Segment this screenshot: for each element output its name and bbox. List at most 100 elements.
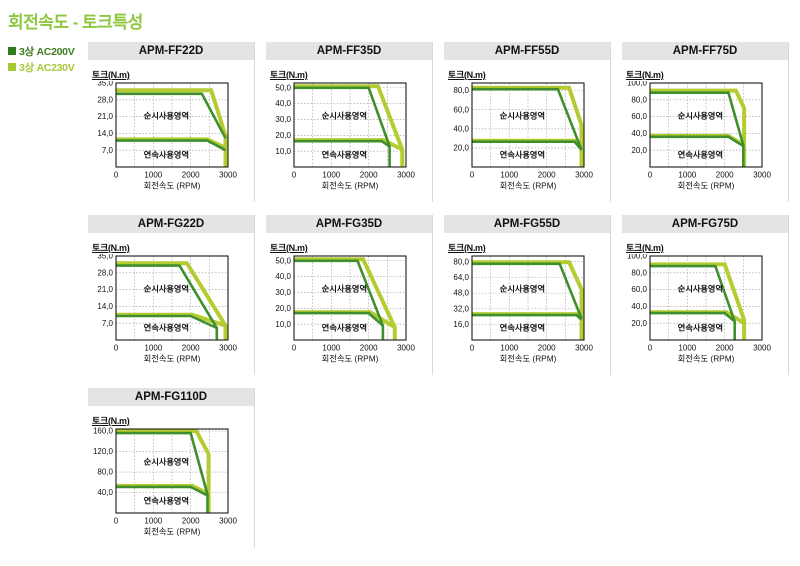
y-tick-label: 80,0 <box>97 468 113 477</box>
region-instant-label: 순시사용영역 <box>678 283 723 293</box>
x-tick-label: 2000 <box>538 344 556 353</box>
y-tick-label: 32,0 <box>453 304 469 313</box>
x-tick-label: 3000 <box>753 171 771 180</box>
region-instant-label: 순시사용영역 <box>500 110 545 120</box>
series-ac200v <box>472 87 583 151</box>
x-axis-label: 회전속도 (RPM) <box>322 181 379 191</box>
x-tick-label: 2000 <box>538 171 556 180</box>
series-ac200v <box>294 86 391 167</box>
series-ac200v <box>116 92 227 139</box>
chart-panel-apm-ff75d: APM-FF75D 토크(N.m) 순시사용영역 연속사용영역 20,0 40,0 60,0… <box>622 42 789 202</box>
x-tick-label: 2000 <box>182 344 200 353</box>
y-tick-label: 60,0 <box>631 112 647 121</box>
series-ac230v <box>650 262 747 340</box>
chart-title: APM-FF75D <box>622 42 788 60</box>
y-tick-label: 35,0 <box>97 254 113 261</box>
x-axis-label: 회전속도 (RPM) <box>500 354 557 364</box>
chart-title: APM-FG22D <box>88 215 254 233</box>
y-tick-label: 40,0 <box>275 272 291 281</box>
y-tick-label: 40,0 <box>631 129 647 138</box>
region-instant-label: 순시사용영역 <box>144 456 189 466</box>
series-ac230v <box>116 88 228 167</box>
x-tick-label: 0 <box>648 344 653 353</box>
x-tick-label: 3000 <box>575 344 593 353</box>
y-tick-label: 50,0 <box>275 256 291 265</box>
chart-title: APM-FG55D <box>444 215 610 233</box>
x-tick-label: 2000 <box>716 171 734 180</box>
series-ac230v <box>650 88 747 167</box>
region-continuous-label: 연속사용영역 <box>144 149 189 159</box>
y-tick-label: 21,0 <box>97 285 113 294</box>
page-title: 회전속도 - 토크특성 <box>8 13 143 32</box>
x-tick-label: 2000 <box>182 517 200 526</box>
y-tick-label: 30,0 <box>275 115 291 124</box>
x-tick-label: 3000 <box>219 344 237 353</box>
y-tick-label: 10,0 <box>275 320 291 329</box>
legend-label-ac230v: 3상 AC230V <box>19 61 75 74</box>
y-tick-label: 60,0 <box>453 105 469 114</box>
x-tick-label: 0 <box>470 171 475 180</box>
y-tick-label: 80,0 <box>631 95 647 104</box>
series-ac200v <box>650 311 736 323</box>
x-tick-label: 2000 <box>360 344 378 353</box>
series-ac230v <box>294 257 397 340</box>
y-axis-label: 토크(N.m) <box>92 243 130 253</box>
region-continuous-label: 연속사용영역 <box>144 322 189 332</box>
series-ac200v <box>116 431 209 513</box>
y-tick-label: 30,0 <box>275 288 291 297</box>
x-axis-label: 회전속도 (RPM) <box>500 181 557 191</box>
y-tick-label: 80,0 <box>631 268 647 277</box>
legend-swatch-ac200v-icon <box>8 47 16 55</box>
x-axis-label: 회전속도 (RPM) <box>678 354 735 364</box>
x-tick-label: 1000 <box>678 171 696 180</box>
chart-panel-apm-ff35d: APM-FF35D 토크(N.m) 순시사용영역 연속사용영역 10,0 20,0 30,0… <box>266 42 433 202</box>
series-ac230v <box>116 261 228 340</box>
region-instant-label: 순시사용영역 <box>500 283 545 293</box>
region-instant-label: 순시사용영역 <box>322 283 367 293</box>
y-axis-label: 토크(N.m) <box>448 243 486 253</box>
y-tick-label: 16,0 <box>453 320 469 329</box>
x-tick-label: 0 <box>292 171 297 180</box>
series-ac200v <box>650 264 736 340</box>
y-axis-label: 토크(N.m) <box>270 243 308 253</box>
x-tick-label: 3000 <box>219 517 237 526</box>
region-continuous-label: 연속사용영역 <box>322 322 367 332</box>
region-instant-label: 순시사용영역 <box>144 283 189 293</box>
x-tick-label: 0 <box>114 517 119 526</box>
chart-title: APM-FF35D <box>266 42 432 60</box>
region-continuous-label: 연속사용영역 <box>144 495 189 505</box>
x-axis-label: 회전속도 (RPM) <box>144 527 201 537</box>
y-tick-label: 20,0 <box>631 146 647 155</box>
y-tick-label: 7,0 <box>102 319 114 328</box>
chart-panel-apm-fg35d: APM-FG35D 토크(N.m) 순시사용영역 연속사용영역 10,0 20,0 30,0… <box>266 215 433 375</box>
series-ac200v <box>294 311 384 327</box>
chart-title: APM-FG35D <box>266 215 432 233</box>
series-ac230v <box>116 429 211 513</box>
y-tick-label: 14,0 <box>97 302 113 311</box>
series-ac200v <box>116 139 227 152</box>
chart-title: APM-FG110D <box>88 388 254 406</box>
x-tick-label: 1000 <box>144 517 162 526</box>
x-tick-label: 3000 <box>575 171 593 180</box>
y-tick-label: 20,0 <box>275 131 291 140</box>
region-instant-label: 순시사용영역 <box>144 110 189 120</box>
y-tick-label: 28,0 <box>97 268 113 277</box>
y-tick-label: 80,0 <box>453 257 469 266</box>
series-ac200v <box>650 135 744 148</box>
series-ac200v <box>294 139 391 148</box>
region-continuous-label: 연속사용영역 <box>678 149 723 159</box>
chart-title: APM-FF22D <box>88 42 254 60</box>
chart-panel-apm-fg110d: APM-FG110D 토크(N.m) 순시사용영역 연속사용영역 40,0 80,0 120… <box>88 388 255 548</box>
y-tick-label: 40,0 <box>275 99 291 108</box>
x-axis-label: 회전속도 (RPM) <box>322 354 379 364</box>
region-instant-label: 순시사용영역 <box>322 110 367 120</box>
series-ac200v <box>650 91 745 167</box>
y-tick-label: 20,0 <box>631 319 647 328</box>
series-ac200v <box>472 140 583 151</box>
